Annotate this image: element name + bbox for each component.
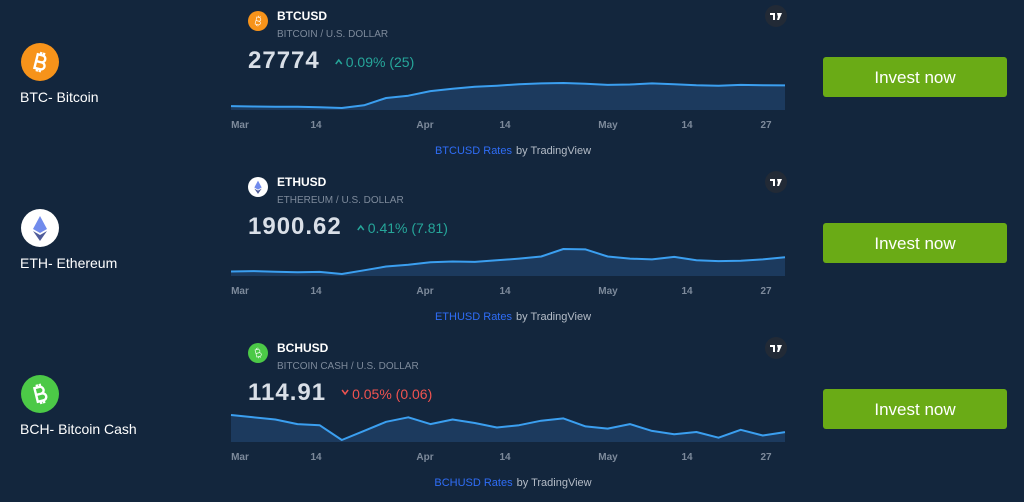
- attribution-link[interactable]: BCHUSD Rates: [434, 477, 513, 489]
- change-arrow: [341, 389, 349, 396]
- attribution: ETHUSD Rates by TradingView: [435, 311, 591, 323]
- invest-button[interactable]: Invest now: [823, 57, 1007, 97]
- tv-mark: [770, 179, 782, 186]
- sparkline-area: [231, 83, 785, 110]
- coin-icon: [21, 43, 59, 81]
- attribution-by: by TradingView: [517, 477, 592, 489]
- description: BITCOIN CASH / U.S. DOLLAR: [277, 361, 419, 372]
- change: 0.05% (0.06): [352, 386, 432, 402]
- axis-label: 14: [681, 120, 693, 131]
- b-glyph: [254, 15, 262, 27]
- attribution-link[interactable]: ETHUSD Rates: [435, 311, 513, 323]
- axis-label: 14: [310, 286, 322, 297]
- symbol: ETHUSD: [277, 175, 327, 189]
- eth-bottom: [254, 188, 262, 194]
- description: BITCOIN / U.S. DOLLAR: [277, 29, 388, 40]
- axis-label: May: [598, 452, 618, 463]
- invest-button-bg[interactable]: [823, 57, 1007, 97]
- price: 27774: [248, 47, 320, 74]
- change: 0.41% (7.81): [368, 220, 448, 236]
- price: 1900.62: [248, 213, 342, 240]
- axis-label: 14: [499, 452, 511, 463]
- axis-label: 14: [681, 286, 693, 297]
- tradingview-logo: [765, 5, 787, 27]
- axis-label: 27: [760, 452, 772, 463]
- sparkline-area: [231, 249, 785, 276]
- tv-mark: [770, 13, 782, 20]
- tv-circle: [765, 171, 787, 193]
- price: 114.91: [248, 379, 326, 406]
- coin-name: BCH- Bitcoin Cash: [20, 421, 137, 437]
- invest-button-label[interactable]: Invest now: [874, 234, 956, 253]
- coin-icon: [21, 375, 59, 413]
- axis-label: May: [598, 120, 618, 131]
- eth-top: [254, 180, 262, 190]
- tradingview-logo: [765, 337, 787, 359]
- b-glyph: [32, 51, 47, 73]
- axis-label: 27: [760, 286, 772, 297]
- invest-button[interactable]: Invest now: [823, 389, 1007, 429]
- tv-mark: [770, 345, 782, 352]
- attribution-link[interactable]: BTCUSD Rates: [435, 145, 513, 157]
- coin-name: ETH- Ethereum: [20, 255, 117, 271]
- b-glyph: [32, 383, 48, 405]
- attribution: BCHUSD Rates by TradingView: [434, 477, 591, 489]
- eth-bottom: [33, 231, 47, 241]
- axis-label: Apr: [416, 120, 433, 131]
- axis-label: Mar: [231, 452, 249, 463]
- tv-circle: [765, 5, 787, 27]
- symbol-icon: [248, 343, 268, 363]
- b-glyph: [254, 347, 262, 359]
- symbol-icon: [248, 11, 268, 31]
- description: ETHEREUM / U.S. DOLLAR: [277, 195, 404, 206]
- symbol: BCHUSD: [277, 341, 329, 355]
- axis-label: May: [598, 286, 618, 297]
- axis-label: 14: [310, 452, 322, 463]
- sparkline-line: [230, 82, 786, 109]
- invest-button[interactable]: Invest now: [823, 223, 1007, 263]
- change-arrow: [357, 224, 365, 231]
- attribution-by: by TradingView: [516, 145, 591, 157]
- axis-label: 27: [760, 120, 772, 131]
- eth-top: [33, 216, 47, 233]
- axis-label: 14: [681, 452, 693, 463]
- coin-name: BTC- Bitcoin: [20, 89, 99, 105]
- change: 0.09% (25): [346, 54, 414, 70]
- axis-label: Mar: [231, 286, 249, 297]
- sparkline-line: [230, 248, 786, 275]
- sparkline-line: [230, 414, 786, 441]
- symbol-icon: [248, 177, 268, 197]
- symbol: BTCUSD: [277, 9, 327, 23]
- axis-label: Apr: [416, 452, 433, 463]
- attribution-by: by TradingView: [516, 311, 591, 323]
- tv-circle: [765, 337, 787, 359]
- axis-label: 14: [310, 120, 322, 131]
- invest-button-bg[interactable]: [823, 389, 1007, 429]
- axis-label: 14: [499, 286, 511, 297]
- tradingview-logo: [765, 171, 787, 193]
- coin-icon: [21, 209, 59, 247]
- change-arrow: [335, 58, 343, 65]
- axis-label: Apr: [416, 286, 433, 297]
- sparkline-area: [231, 415, 785, 442]
- axis-label: Mar: [231, 120, 249, 131]
- invest-button-label[interactable]: Invest now: [874, 68, 956, 87]
- invest-button-label[interactable]: Invest now: [874, 400, 956, 419]
- attribution: BTCUSD Rates by TradingView: [435, 145, 591, 157]
- axis-label: 14: [499, 120, 511, 131]
- invest-button-bg[interactable]: [823, 223, 1007, 263]
